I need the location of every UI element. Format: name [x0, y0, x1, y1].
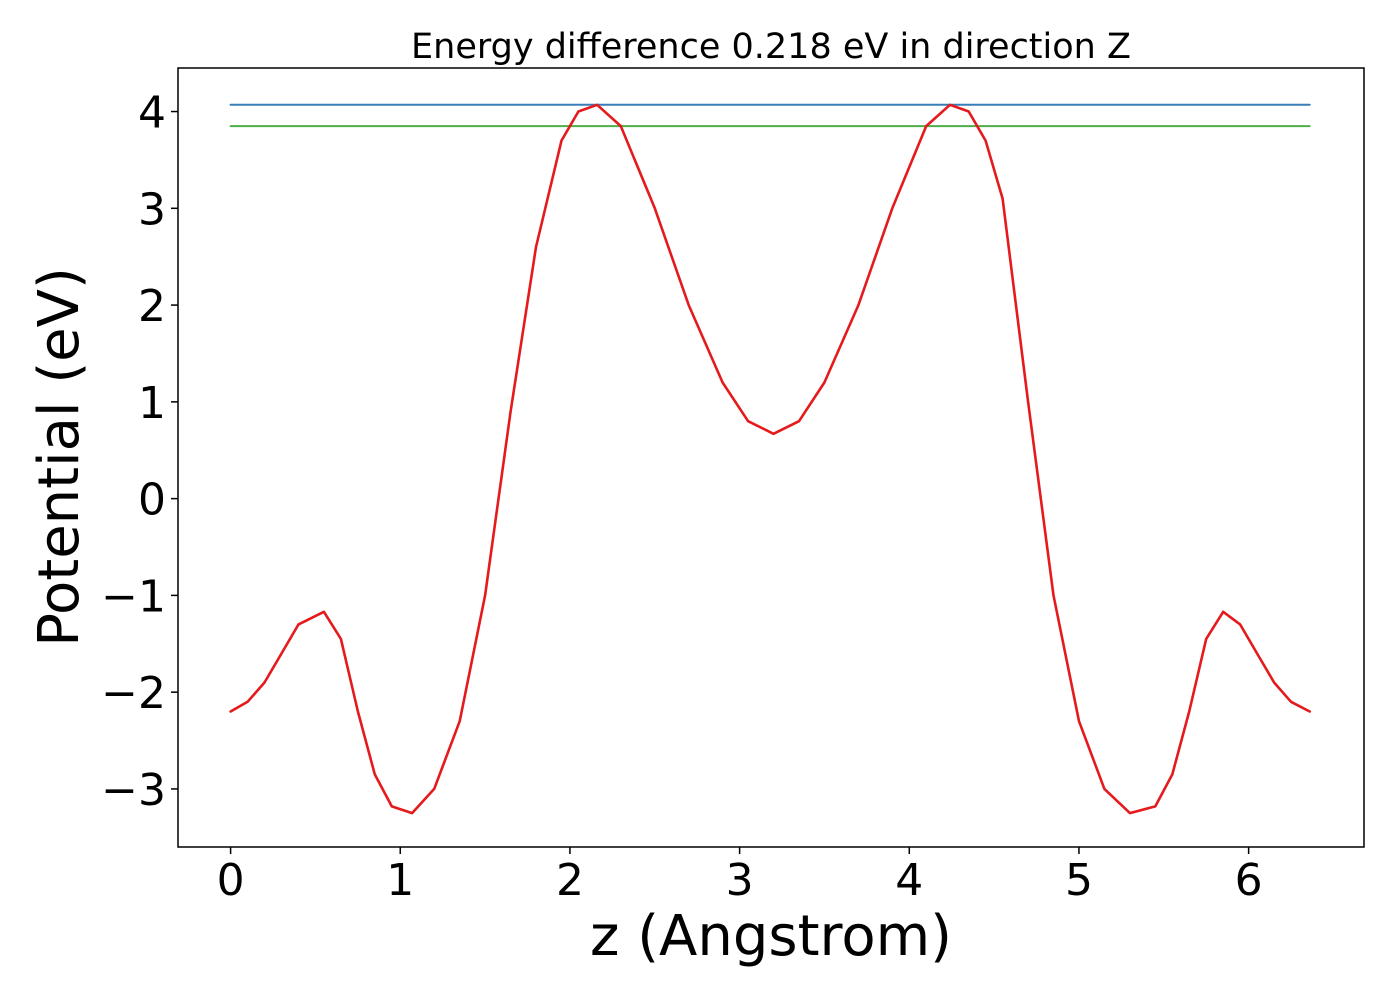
series-group	[229, 103, 1311, 815]
x-axis: 0 1 2 3 4 5 6	[217, 847, 1263, 906]
x-tick-label: 5	[1065, 855, 1093, 906]
y-tick-label: 4	[138, 88, 166, 139]
y-tick-label: 0	[138, 475, 166, 526]
x-tick-label: 4	[895, 855, 923, 906]
x-tick-label: 3	[726, 855, 754, 906]
y-tick-label: −3	[101, 765, 166, 816]
y-tick-label: 2	[138, 281, 166, 332]
x-tick-label: 0	[217, 855, 245, 906]
y-axis: −3 −2 −1 0 1 2 3 4	[101, 88, 178, 816]
potential-curve-line	[229, 103, 1311, 815]
x-tick-label: 2	[556, 855, 584, 906]
x-tick-label: 1	[386, 855, 414, 906]
y-tick-label: −1	[101, 571, 166, 622]
x-tick-label: 6	[1235, 855, 1263, 906]
y-tick-label: 1	[138, 378, 166, 429]
plot-frame	[177, 67, 1365, 848]
y-axis-title: Potential (eV)	[27, 267, 92, 647]
x-axis-title: z (Angstrom)	[590, 904, 952, 969]
y-tick-label: 3	[138, 184, 166, 235]
chart-title: Energy difference 0.218 eV in direction …	[411, 27, 1131, 67]
y-tick-label: −2	[101, 668, 166, 719]
